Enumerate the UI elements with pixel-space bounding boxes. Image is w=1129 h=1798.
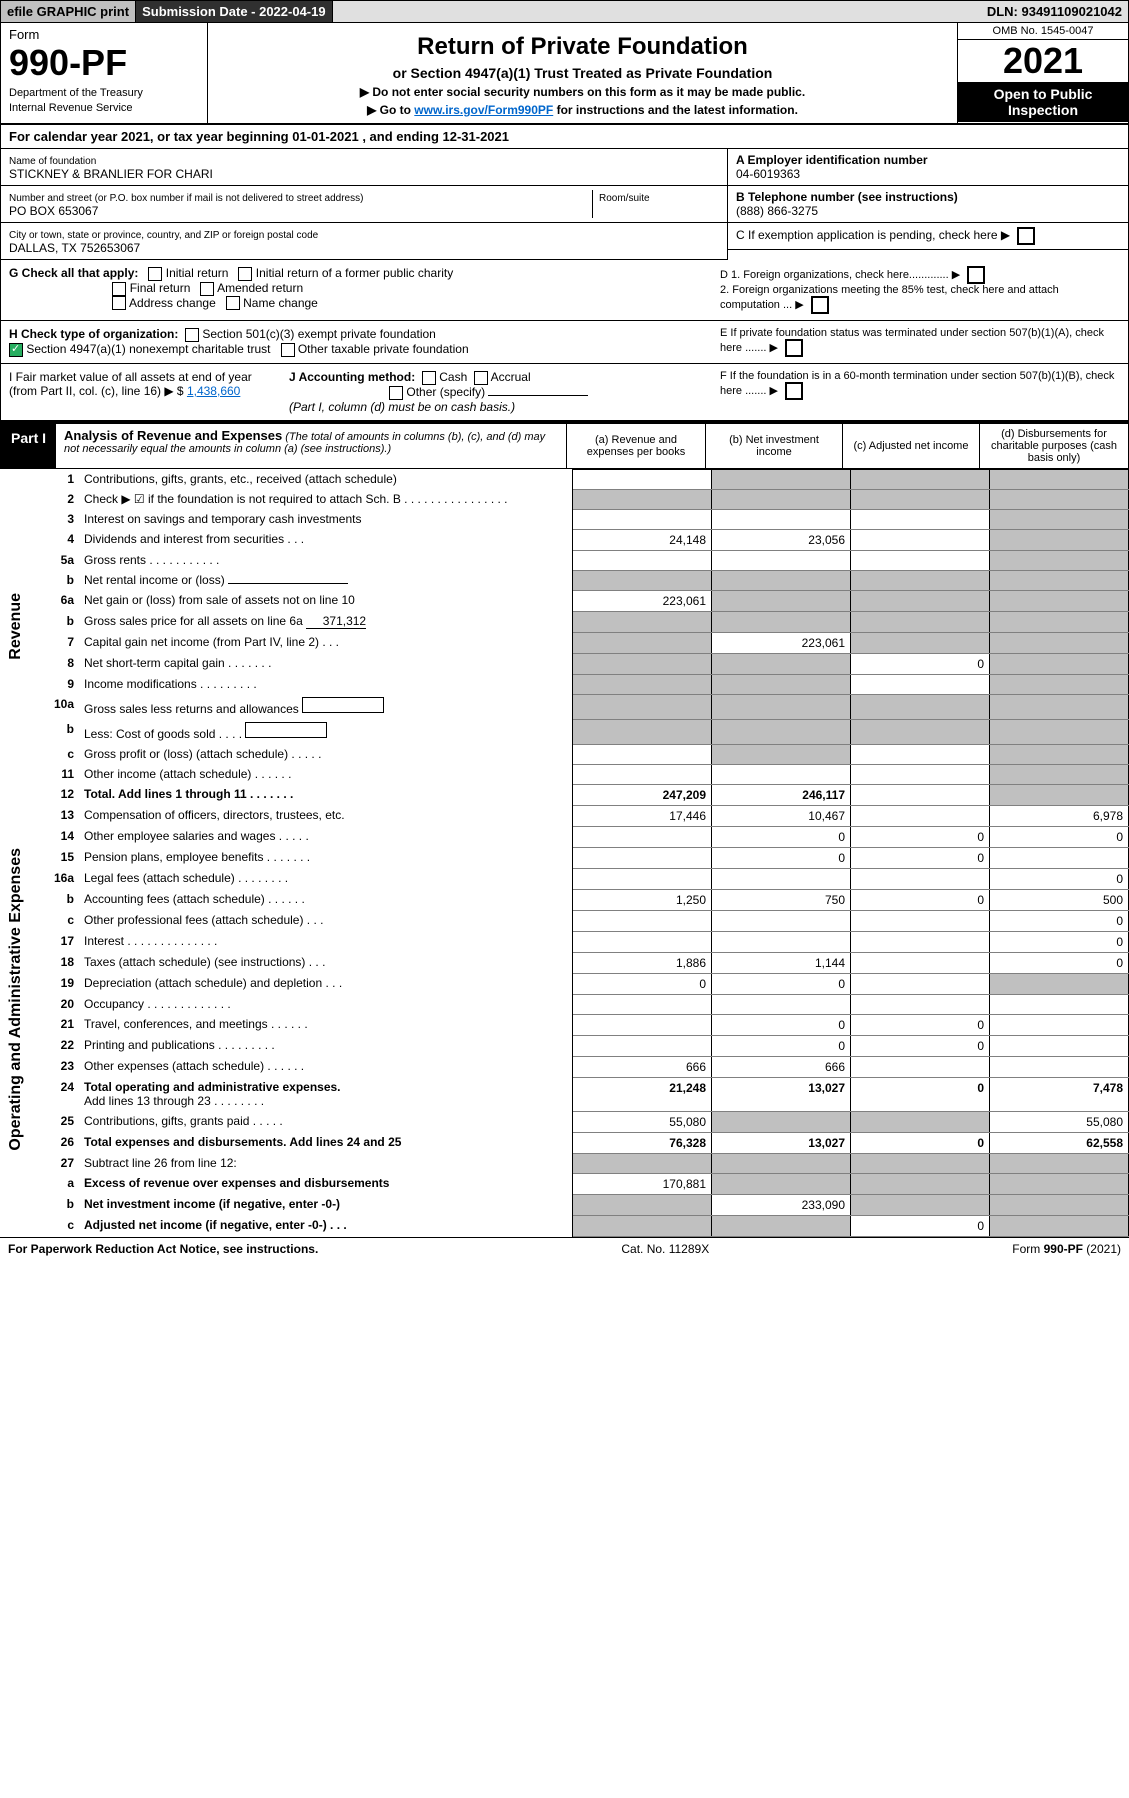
phone: (888) 866-3275 <box>736 204 818 218</box>
footer-mid: Cat. No. 11289X <box>318 1242 1012 1256</box>
ij-block: I Fair market value of all assets at end… <box>0 364 1129 422</box>
part1-title: Analysis of Revenue and Expenses <box>64 428 282 443</box>
e-label: E If private foundation status was termi… <box>720 327 1104 354</box>
form-word: Form <box>9 27 199 42</box>
c-label: C If exemption application is pending, c… <box>736 228 998 242</box>
form-header: Form 990-PF Department of the Treasury I… <box>0 23 1129 125</box>
goto-line: ▶ Go to www.irs.gov/Form990PF for instru… <box>214 103 951 117</box>
calendar-year: For calendar year 2021, or tax year begi… <box>0 125 1129 149</box>
g-label: G Check all that apply: <box>9 266 138 280</box>
section-revenue: Revenue <box>5 583 27 670</box>
name-label: Name of foundation <box>9 156 96 167</box>
warn: ▶ Do not enter social security numbers o… <box>214 85 951 99</box>
form-number: 990-PF <box>9 42 199 84</box>
room-label: Room/suite <box>599 193 650 204</box>
part1-label: Part I <box>1 424 56 468</box>
efile-label[interactable]: efile GRAPHIC print <box>1 1 136 22</box>
form-subtitle: or Section 4947(a)(1) Trust Treated as P… <box>214 65 951 81</box>
dln: DLN: 93491109021042 <box>981 1 1128 22</box>
footer-left: For Paperwork Reduction Act Notice, see … <box>8 1242 318 1256</box>
h-block: H Check type of organization: Section 50… <box>0 321 1129 364</box>
open-public: Open to Public Inspection <box>958 82 1128 122</box>
address: PO BOX 653067 <box>9 204 98 218</box>
top-bar: efile GRAPHIC print Submission Date - 20… <box>0 0 1129 23</box>
h-4947-checked <box>9 343 23 357</box>
lines-table: Revenue 1Contributions, gifts, grants, e… <box>0 469 1129 1237</box>
part1-header: Part I Analysis of Revenue and Expenses … <box>0 422 1129 469</box>
addr-label: Number and street (or P.O. box number if… <box>9 193 363 204</box>
col-b: (b) Net investment income <box>705 424 842 468</box>
footer: For Paperwork Reduction Act Notice, see … <box>0 1237 1129 1260</box>
d1: D 1. Foreign organizations, check here..… <box>720 269 949 281</box>
h-label: H Check type of organization: <box>9 327 178 341</box>
col-d: (d) Disbursements for charitable purpose… <box>979 424 1128 468</box>
d2: 2. Foreign organizations meeting the 85%… <box>720 284 1059 311</box>
section-ops: Operating and Administrative Expenses <box>5 838 27 1161</box>
i-value[interactable]: 1,438,660 <box>187 384 240 398</box>
j-label: J Accounting method: <box>289 370 415 384</box>
info-block: Name of foundation STICKNEY & BRANLIER F… <box>0 149 1129 260</box>
goto-link[interactable]: www.irs.gov/Form990PF <box>414 103 553 117</box>
submission-date: Submission Date - 2022-04-19 <box>136 1 333 22</box>
foundation-name: STICKNEY & BRANLIER FOR CHARI <box>9 167 213 181</box>
col-c: (c) Adjusted net income <box>842 424 979 468</box>
omb: OMB No. 1545-0047 <box>958 23 1128 40</box>
irs: Internal Revenue Service <box>9 102 133 114</box>
g-block: G Check all that apply: Initial return I… <box>0 260 1129 321</box>
city-label: City or town, state or province, country… <box>9 230 318 241</box>
col-a: (a) Revenue and expenses per books <box>566 424 705 468</box>
form-title: Return of Private Foundation <box>214 33 951 61</box>
city: DALLAS, TX 752653067 <box>9 241 140 255</box>
f-label: F If the foundation is in a 60-month ter… <box>720 370 1114 397</box>
footer-right: Form 990-PF (2021) <box>1012 1242 1121 1256</box>
ein: 04-6019363 <box>736 167 800 181</box>
ein-label: A Employer identification number <box>736 153 928 167</box>
phone-label: B Telephone number (see instructions) <box>736 190 958 204</box>
j-note: (Part I, column (d) must be on cash basi… <box>289 400 515 414</box>
dept: Department of the Treasury <box>9 87 143 99</box>
tax-year: 2021 <box>958 40 1128 82</box>
